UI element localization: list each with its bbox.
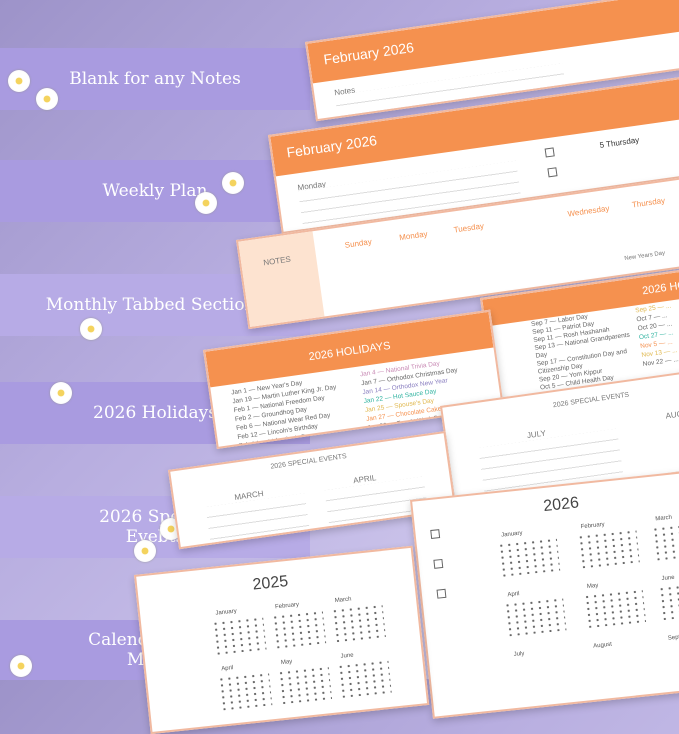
year-title: 2025 <box>251 572 289 594</box>
checkbox[interactable] <box>430 529 441 539</box>
feature-label-weekly: Weekly Plan <box>0 160 310 222</box>
holiday-list: Jan 1 — New Year's Day Jan 19 — Martin Lu… <box>231 374 345 449</box>
month-name: April <box>221 665 234 673</box>
notes-label: NOTES <box>262 254 292 268</box>
month-grid <box>276 665 333 705</box>
month-name: February <box>580 521 605 531</box>
month-grid <box>657 580 679 621</box>
flower-icon <box>80 318 102 340</box>
month-name: January <box>215 608 238 617</box>
checkbox[interactable] <box>547 167 558 178</box>
month-grid <box>270 609 327 649</box>
label-text: Weekly Plan <box>102 180 208 201</box>
day-header: Monday <box>398 229 429 243</box>
month-name: June <box>340 652 354 660</box>
thursday-label: 5 Thursday <box>599 135 640 150</box>
month-name: September <box>667 632 679 642</box>
month-label: AUGUST <box>664 407 679 421</box>
month-name: May <box>280 658 293 667</box>
month-grid <box>651 520 679 561</box>
month-grid <box>217 671 273 711</box>
day-header: Tuesday <box>453 221 485 235</box>
month-name: May <box>586 582 599 590</box>
events-title: 2026 SPECIAL EVENTS <box>270 453 348 471</box>
holiday-list: Sep 25 — ... Oct 7 — ... Oct 20 — ... Oct 2… <box>635 302 679 369</box>
day-header: Wednesday <box>566 203 610 219</box>
month-grid <box>503 596 567 637</box>
page-header: February 2026 <box>307 0 679 84</box>
notes-column: NOTES <box>238 231 325 327</box>
month-name: March <box>655 514 673 523</box>
calendar-2025-page: 2025 January February March April May Ju… <box>134 545 430 734</box>
label-text: Blank for any Notes <box>69 68 241 89</box>
month-name: February <box>274 601 300 611</box>
year-title: 2026 <box>542 494 580 516</box>
day-header: Sunday <box>344 237 373 250</box>
flower-icon <box>195 192 217 214</box>
label-text: Monthly Tabbed Sections <box>45 294 265 315</box>
month-name: August <box>593 641 613 650</box>
calendar-2026-page: 2026 January February March April May Ju… <box>410 466 679 719</box>
month-name: June <box>661 574 675 583</box>
checkbox[interactable] <box>436 588 447 599</box>
month-name: March <box>334 596 352 605</box>
month-name: January <box>500 530 523 539</box>
label-text: 2026 Holidays <box>93 402 217 423</box>
flower-icon <box>36 88 58 110</box>
flower-icon <box>134 540 156 562</box>
day-header: Thursday <box>631 195 666 210</box>
month-name: July <box>513 650 525 658</box>
checkbox[interactable] <box>544 147 555 158</box>
events-title: 2026 SPECIAL EVENTS <box>552 391 630 410</box>
calendar-event: New Years Day <box>624 250 666 263</box>
checkbox[interactable] <box>433 558 444 569</box>
month-grid <box>496 536 561 577</box>
flower-icon <box>50 382 72 404</box>
flower-icon <box>222 172 244 194</box>
month-grid <box>576 528 640 569</box>
flower-icon <box>8 70 30 92</box>
month-grid <box>330 603 386 643</box>
month-grid <box>211 615 267 655</box>
month-grid <box>582 588 647 629</box>
month-name: April <box>507 591 520 599</box>
flower-icon <box>10 655 32 677</box>
